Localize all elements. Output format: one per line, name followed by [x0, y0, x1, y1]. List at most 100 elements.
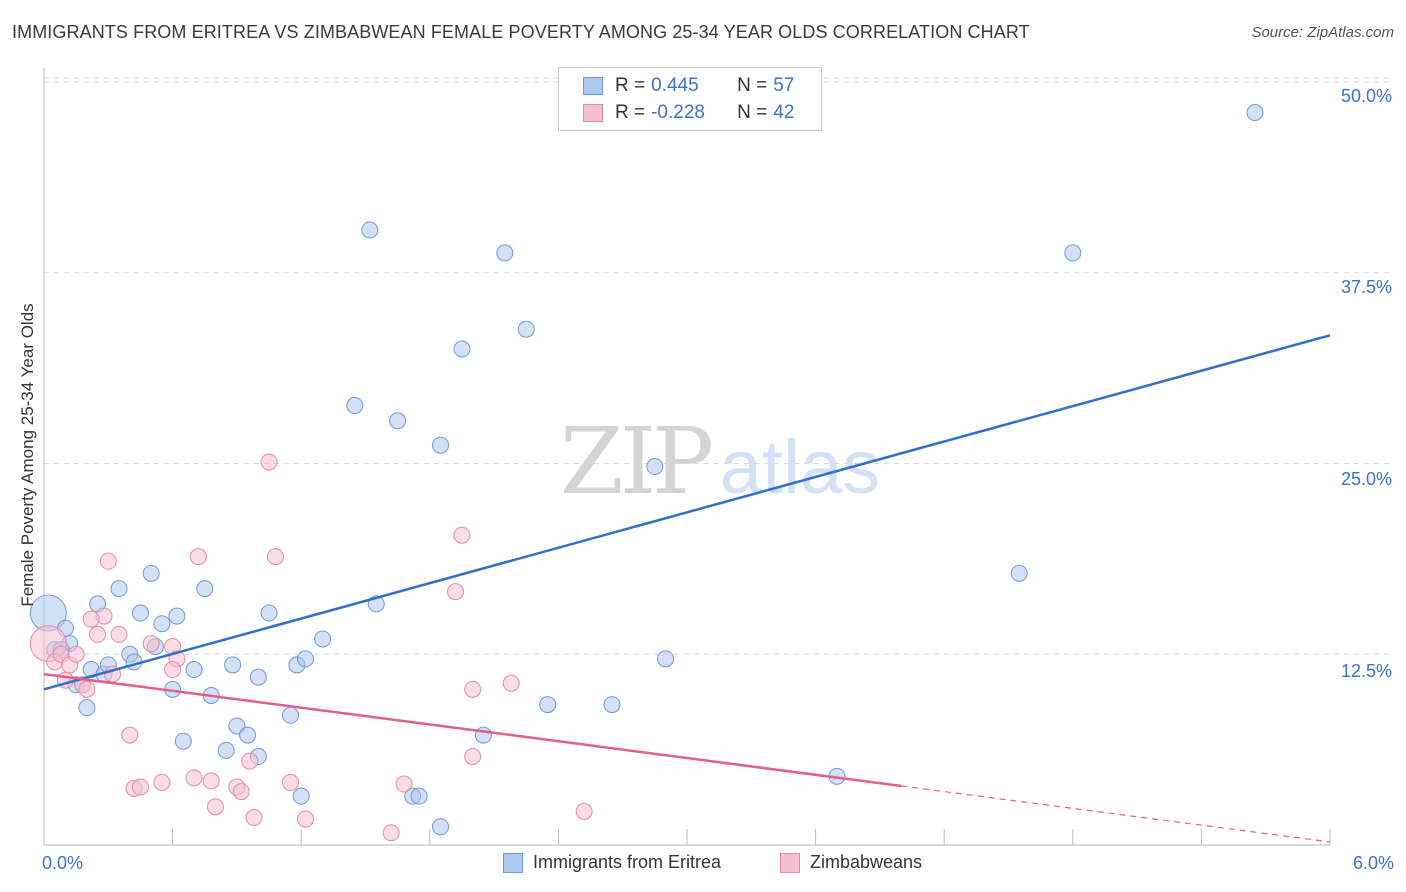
- data-point: [185, 661, 203, 679]
- data-point: [110, 580, 128, 598]
- data-point: [121, 726, 139, 744]
- data-point: [432, 436, 450, 454]
- y-tick-label: 50.0%: [1340, 86, 1392, 106]
- data-point: [432, 818, 450, 836]
- legend-r-label: R =: [615, 75, 646, 96]
- data-point: [1010, 564, 1028, 582]
- data-point: [646, 458, 664, 476]
- data-point: [185, 769, 203, 787]
- data-point: [346, 397, 364, 415]
- bottom-legend-eritrea: Immigrants from Eritrea: [503, 852, 721, 873]
- bottom-legend-swatch-pink: [780, 852, 800, 873]
- data-point: [539, 696, 557, 714]
- y-tick-label: 25.0%: [1340, 469, 1392, 489]
- x-max-label: 6.0%: [1352, 853, 1394, 873]
- data-point: [464, 747, 482, 765]
- data-point: [131, 778, 149, 796]
- gridlines: [44, 77, 1392, 655]
- axes: [43, 68, 1331, 846]
- trend-line-zimbabwean: [43, 672, 902, 788]
- source-label: Source: ZipAtlas.com: [1251, 24, 1394, 41]
- data-point: [410, 787, 428, 805]
- legend-n-value: 42: [773, 102, 795, 123]
- data-point: [464, 680, 482, 698]
- data-point: [67, 645, 85, 663]
- data-point: [174, 732, 192, 750]
- data-point: [241, 752, 259, 770]
- data-point: [142, 564, 160, 582]
- bottom-legend-label: Zimbabweans: [810, 852, 923, 872]
- legend-swatch-pink: [583, 104, 603, 122]
- data-point: [517, 320, 535, 338]
- legend-swatch-blue: [583, 77, 603, 95]
- data-point: [232, 783, 250, 801]
- data-point: [142, 635, 160, 653]
- data-point: [189, 548, 207, 566]
- data-point: [168, 607, 186, 625]
- data-point: [281, 706, 299, 724]
- data-point: [202, 772, 220, 790]
- data-point: [296, 650, 314, 668]
- legend-r-value: 0.445: [651, 75, 699, 96]
- data-point: [206, 798, 224, 816]
- data-point: [78, 699, 96, 717]
- data-point: [224, 656, 242, 674]
- legend-n-label: N =: [737, 75, 768, 96]
- x-min-label: 0.0%: [42, 853, 84, 873]
- data-point: [217, 741, 235, 759]
- data-point: [502, 674, 520, 692]
- y-tick-label: 37.5%: [1340, 277, 1392, 297]
- data-point: [260, 604, 278, 622]
- correlation-legend: R = 0.445 N = 57 R = -0.228 N = 42: [558, 67, 822, 131]
- data-point: [164, 661, 182, 679]
- data-point: [453, 340, 471, 358]
- data-point: [314, 630, 332, 648]
- data-point: [292, 787, 310, 805]
- data-point: [249, 668, 267, 686]
- trend-line-zimbabwean-extrapolated: [901, 785, 1331, 843]
- legend-n-label: N =: [737, 102, 768, 123]
- data-point: [361, 221, 379, 239]
- data-point: [266, 548, 284, 566]
- data-point: [496, 244, 514, 262]
- trend-line-eritrea: [43, 334, 1331, 691]
- legend-row-zimbabwean: R = -0.228 N = 42: [583, 101, 794, 125]
- data-point: [131, 604, 149, 622]
- series-zimbabwean-points: [29, 453, 593, 842]
- chart-title: IMMIGRANTS FROM ERITREA VS ZIMBABWEAN FE…: [12, 22, 1030, 42]
- legend-n-value: 57: [773, 75, 795, 96]
- data-point: [153, 615, 171, 633]
- bottom-legend-swatch-blue: [503, 852, 523, 873]
- data-point: [245, 809, 263, 827]
- data-point: [260, 453, 278, 471]
- legend-row-eritrea: R = 0.445 N = 57: [583, 74, 794, 98]
- data-point: [453, 526, 471, 544]
- y-axis-label: Female Poverty Among 25-34 Year Olds: [18, 303, 37, 607]
- trend-lines: [43, 334, 1331, 843]
- data-point: [78, 680, 96, 698]
- data-point: [296, 810, 314, 828]
- watermark-zip: ZIP: [560, 408, 711, 515]
- data-point: [447, 583, 465, 601]
- legend-r-label: R =: [615, 102, 646, 123]
- data-point: [389, 412, 407, 430]
- data-point: [196, 580, 214, 598]
- data-point: [153, 773, 171, 791]
- data-point: [603, 696, 621, 714]
- bottom-legend-label: Immigrants from Eritrea: [533, 852, 722, 872]
- data-point: [395, 775, 413, 793]
- data-point: [575, 802, 593, 820]
- data-point: [82, 610, 100, 628]
- y-tick-label: 12.5%: [1340, 661, 1392, 681]
- legend-r-value: -0.228: [651, 102, 705, 123]
- data-point: [239, 726, 257, 744]
- bottom-legend-zimbabwean: Zimbabweans: [780, 852, 922, 873]
- data-point: [99, 552, 117, 570]
- data-point: [1246, 104, 1264, 122]
- data-point: [110, 625, 128, 643]
- data-point: [382, 824, 400, 842]
- data-point: [281, 773, 299, 791]
- data-point: [657, 650, 675, 668]
- data-point: [1064, 244, 1082, 262]
